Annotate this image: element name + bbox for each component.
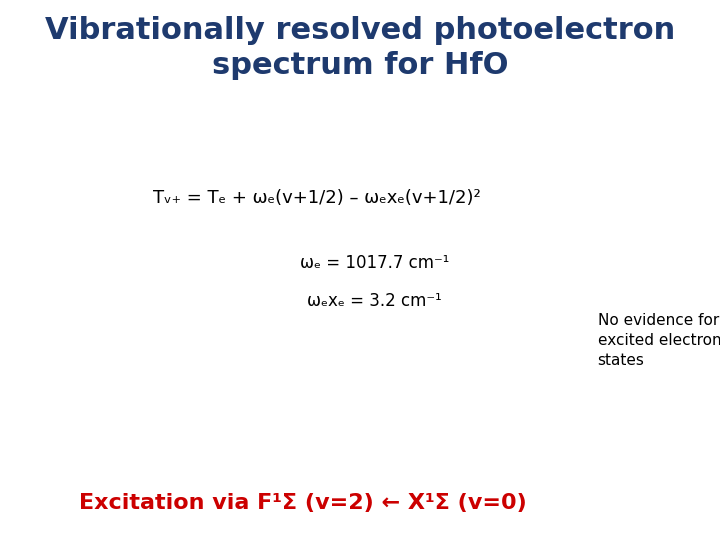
Text: Vibrationally resolved photoelectron
spectrum for HfO: Vibrationally resolved photoelectron spe… [45, 16, 675, 80]
Text: ωₑ = 1017.7 cm⁻¹: ωₑ = 1017.7 cm⁻¹ [300, 254, 449, 272]
Text: ωₑxₑ = 3.2 cm⁻¹: ωₑxₑ = 3.2 cm⁻¹ [307, 292, 442, 309]
Text: No evidence for
excited electronic
states: No evidence for excited electronic state… [598, 313, 720, 368]
Text: Tᵥ₊ = Tₑ + ωₑ(v+1/2) – ωₑxₑ(v+1/2)²: Tᵥ₊ = Tₑ + ωₑ(v+1/2) – ωₑxₑ(v+1/2)² [153, 189, 481, 207]
Text: Excitation via F¹Σ (v=2) ← X¹Σ (v=0): Excitation via F¹Σ (v=2) ← X¹Σ (v=0) [78, 493, 526, 513]
